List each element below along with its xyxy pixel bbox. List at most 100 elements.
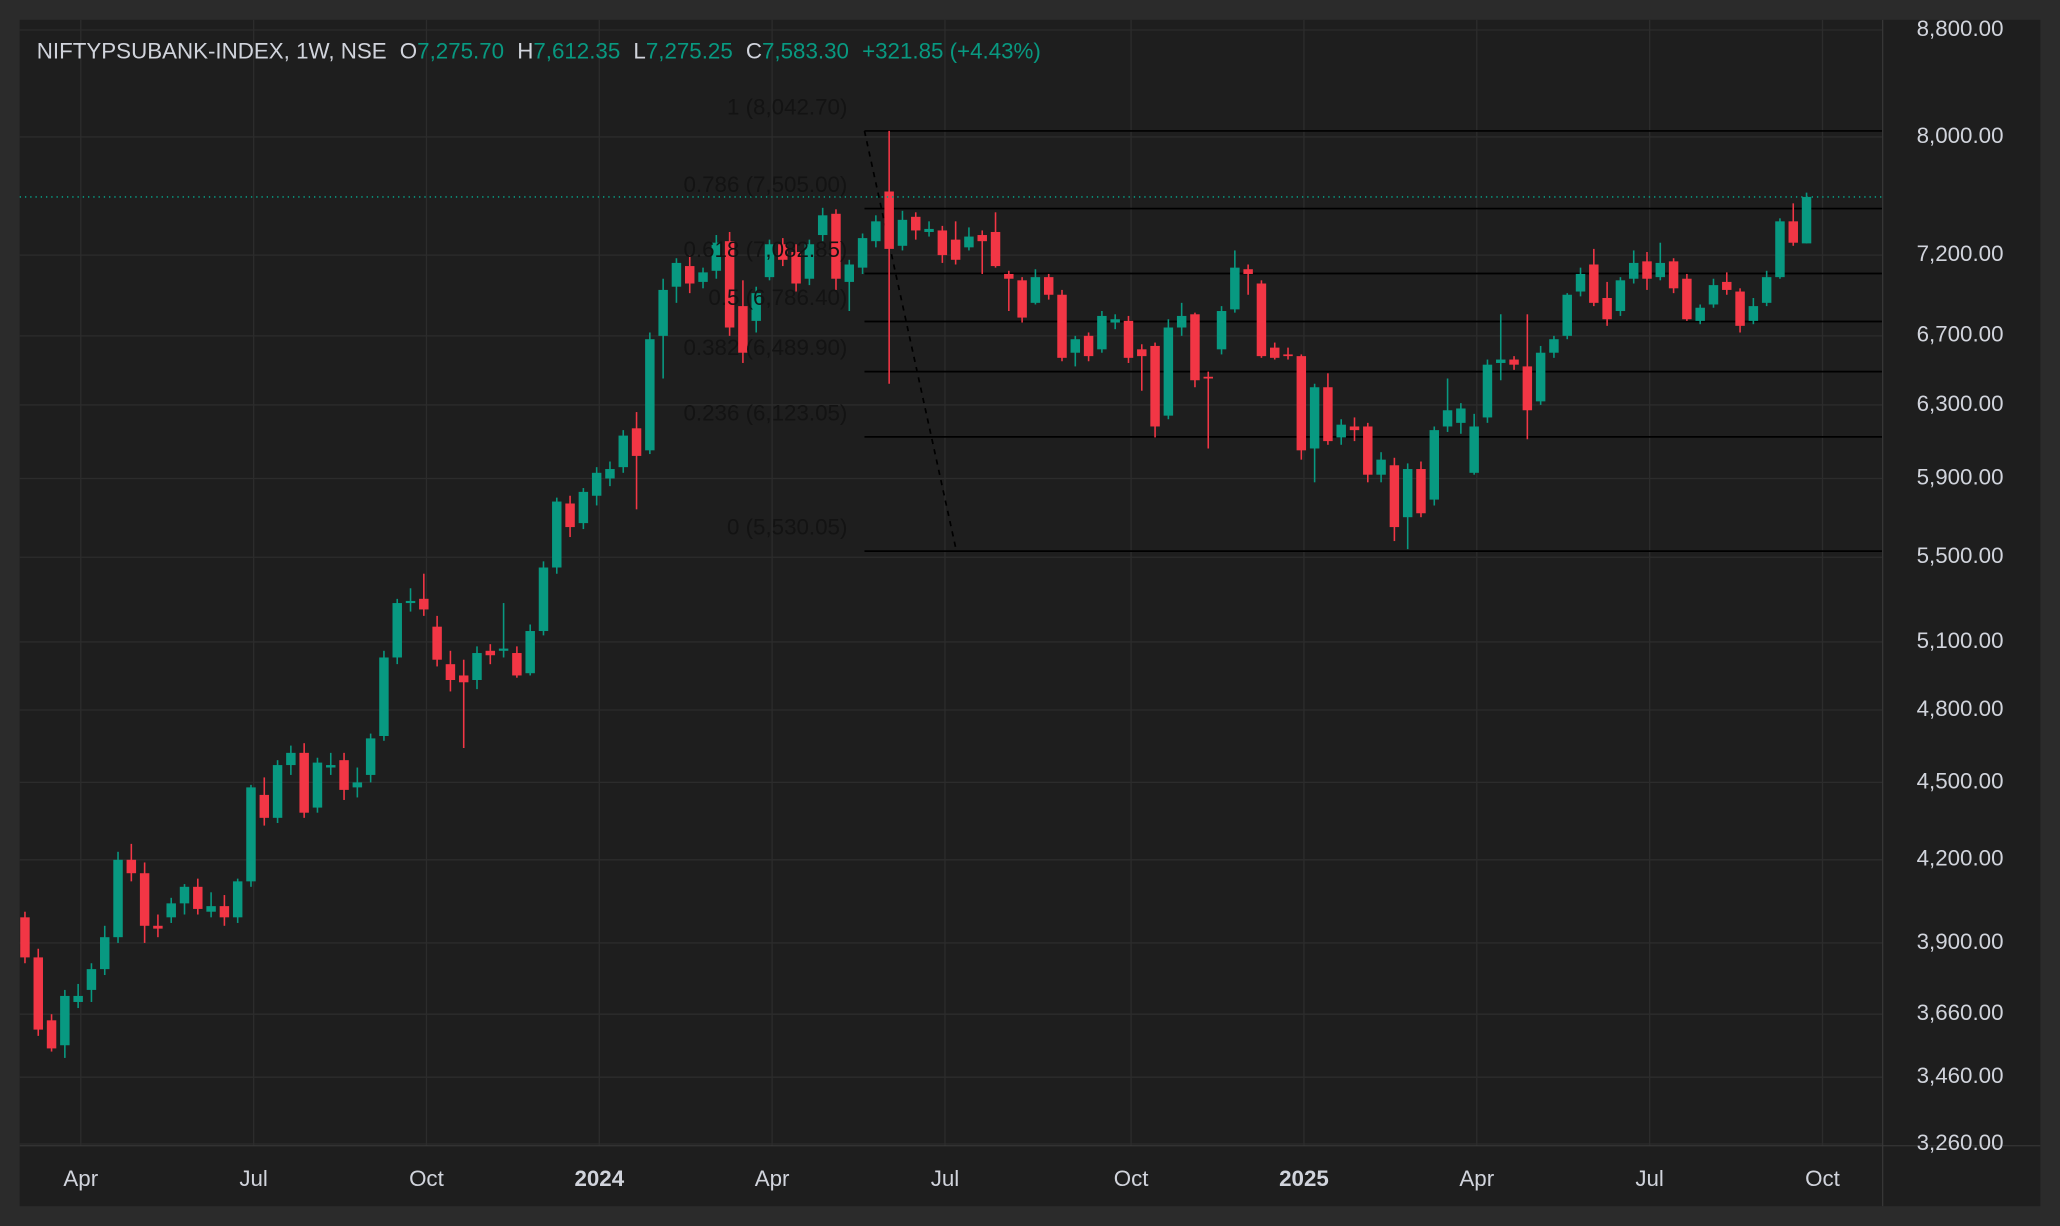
- candle-body: [1456, 408, 1466, 423]
- candle-body: [1270, 347, 1280, 358]
- candle-body: [1203, 376, 1213, 379]
- fib-trend: [863, 130, 958, 552]
- candle-body: [73, 995, 83, 1002]
- candle-body: [1615, 280, 1626, 312]
- candle-body: [645, 339, 655, 451]
- candle-body: [924, 228, 934, 232]
- ohlc-value: 7,275.25: [646, 39, 733, 64]
- candle-body: [591, 472, 602, 496]
- candle-body: [1775, 221, 1785, 278]
- ohlc-value: 7,583.30: [762, 39, 849, 64]
- candle-body: [1070, 339, 1081, 353]
- candle-body: [1283, 354, 1293, 357]
- header: NIFTYPSUBANK-INDEX, 1W, NSE O7,275.70 H7,6…: [37, 39, 1041, 64]
- fib-label: 0.382 (6,489.90): [684, 335, 848, 360]
- candle-body: [1522, 366, 1533, 411]
- candle-body: [1030, 277, 1041, 303]
- ohlc-value: 7,275.70: [417, 39, 504, 64]
- symbol: NIFTYPSUBANK-INDEX, 1W, NSE: [37, 39, 387, 64]
- candle-body: [1057, 294, 1067, 358]
- candle-body: [884, 191, 894, 249]
- candle-body: [525, 631, 535, 674]
- candle-body: [1708, 285, 1719, 305]
- candle-body: [618, 435, 628, 468]
- candle-body: [764, 244, 775, 278]
- candle-body: [977, 235, 987, 242]
- candle-body: [259, 794, 270, 818]
- candle-body: [538, 567, 549, 632]
- candle-body: [1722, 281, 1732, 290]
- ohlc-key: O: [400, 39, 417, 64]
- marks: [19, 130, 1883, 1058]
- candle-body: [1309, 387, 1320, 449]
- x-tick-label: Oct: [1805, 1166, 1841, 1191]
- y-tick-label: 6,700.00: [1917, 322, 2004, 347]
- candle-body: [1150, 345, 1160, 427]
- x-tick-label: Oct: [1114, 1166, 1150, 1191]
- candle-body: [990, 231, 1001, 267]
- candle-body: [1509, 359, 1519, 365]
- candle-body: [658, 289, 668, 336]
- candle-body: [671, 262, 682, 287]
- y-tick-label: 3,900.00: [1917, 929, 2004, 954]
- candle-body: [1655, 262, 1666, 278]
- y-tick-label: 5,500.00: [1917, 543, 2004, 568]
- candle-body: [405, 600, 416, 604]
- candle-body: [1097, 315, 1107, 350]
- x-tick-label: Apr: [755, 1166, 790, 1191]
- candle-body: [1801, 196, 1812, 244]
- candle-body: [326, 765, 336, 768]
- candle-body: [512, 653, 522, 676]
- candle-body: [1642, 261, 1652, 279]
- candle-body: [1748, 306, 1759, 321]
- candle-body: [1216, 311, 1227, 350]
- x-tick-label: Jul: [239, 1166, 268, 1191]
- candle-body: [1376, 459, 1386, 475]
- candle-body: [352, 782, 363, 788]
- candle-body: [1243, 269, 1253, 274]
- candle-body: [964, 236, 974, 248]
- candle-body: [578, 491, 589, 524]
- candle-body: [139, 873, 150, 926]
- candle-body: [458, 675, 469, 683]
- y-tick-label: 3,460.00: [1917, 1063, 2004, 1088]
- candle-body: [552, 501, 562, 568]
- candle-body: [1363, 426, 1373, 475]
- candle-body: [1123, 320, 1134, 358]
- candle-body: [246, 787, 256, 882]
- candle-body: [1562, 294, 1572, 336]
- candle-body: [1176, 315, 1187, 328]
- candle-body: [751, 293, 761, 321]
- fib-label: 1 (8,042.70): [727, 95, 847, 120]
- candle-body: [33, 957, 43, 1030]
- candle-body: [631, 428, 642, 456]
- candle-body: [1389, 465, 1400, 528]
- y-tick-label: 3,660.00: [1917, 1000, 2004, 1025]
- candle-body: [379, 657, 389, 736]
- candle-body: [193, 886, 203, 909]
- ohlc-key: H: [517, 39, 533, 64]
- candle-body: [950, 239, 961, 260]
- candle-body: [1402, 469, 1413, 518]
- candle-body: [86, 969, 97, 990]
- y-tick-label: 8,000.00: [1917, 123, 2004, 148]
- y-tick-label: 4,200.00: [1917, 846, 2004, 871]
- candle-body: [46, 1020, 57, 1049]
- x-tick-label: Apr: [63, 1166, 98, 1191]
- fib-label: 0.618 (7,082.85): [684, 237, 848, 262]
- y-tick-label: 5,900.00: [1917, 464, 2004, 489]
- candle-body: [937, 230, 948, 256]
- candle-body: [857, 238, 868, 268]
- candle-body: [1496, 359, 1506, 363]
- fib-label: 0.5 (6,786.40): [708, 285, 847, 310]
- candle-body: [565, 503, 575, 528]
- candle-body: [179, 886, 190, 904]
- candle-body: [1083, 335, 1094, 357]
- ohlc-key: L: [633, 39, 645, 64]
- candle-body: [392, 603, 402, 658]
- x-tick-label: 2024: [574, 1166, 624, 1191]
- candle-body: [804, 244, 815, 279]
- candle-body: [724, 241, 735, 328]
- candle-body: [1589, 264, 1599, 303]
- candle-body: [897, 219, 908, 246]
